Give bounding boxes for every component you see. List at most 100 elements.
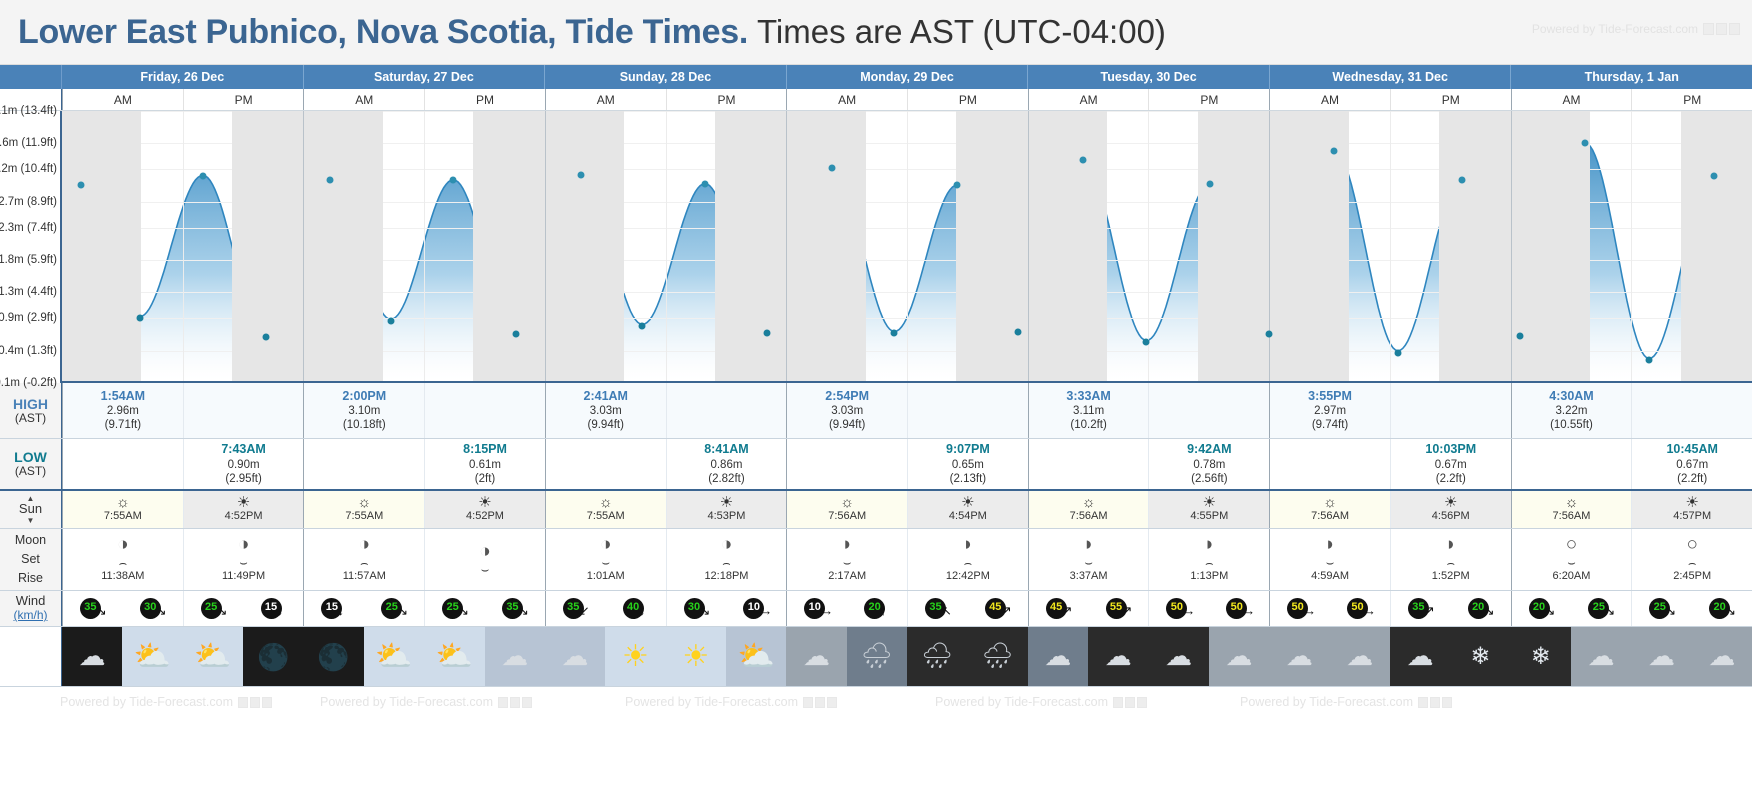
night-band-6 (1680, 111, 1752, 381)
wind-speed-23: 20 (1467, 597, 1489, 619)
low-tide-time-9: 9:42AM (1187, 442, 1232, 457)
moon-icon: 🌑 (257, 641, 290, 672)
wind-badge-5: 25 ↘ (379, 596, 409, 622)
ampm-header-1: PM (182, 89, 304, 110)
y-axis-tick-2: 3.2m (10.4ft) (0, 163, 57, 176)
moonset-icon: ⌢ (360, 555, 369, 571)
tide-extreme-dot-high-16 (1079, 156, 1087, 164)
ampm-header-8: AM (1027, 89, 1149, 110)
moonrise-icon: ⌣ (1567, 555, 1576, 571)
day-header-6: Thursday, 1 Jan (1510, 65, 1752, 89)
moonset-icon: ⌢ (722, 555, 731, 571)
snow-icon: ❄ (1530, 642, 1551, 670)
new-moon-icon: ○ (1686, 534, 1698, 556)
high-tide-cell-8: 3:33AM 3.11m (10.2ft) (1027, 383, 1149, 438)
tide-extreme-dot-high-22 (1458, 176, 1466, 184)
high-tide-metres-2: 3.10m (348, 405, 381, 418)
high-tide-cell-2: 2:00PM 3.10m (10.18ft) (303, 383, 424, 438)
sun-cloud-icon: ⛅ (375, 639, 413, 673)
sun-cell-12: ☼ 7:56AM (1510, 491, 1632, 528)
day-divider-2 (544, 111, 546, 381)
weather-cell-11: ⛅ (725, 627, 787, 686)
tide-extreme-dot-high-12 (828, 164, 836, 172)
wind-speed-18: 50 (1166, 597, 1188, 619)
day-header-row: Friday, 26 Dec Saturday, 27 Dec Sunday, 28… (0, 65, 1752, 89)
last-quarter-moon-icon: ◑ (237, 534, 250, 556)
ampm-header-row: AM PM AM PM AM PM AM PM AM PM AM PM AM PM (0, 89, 1752, 111)
sunset-icon: ☀ (1202, 494, 1217, 512)
wind-unit-link[interactable]: (km/h) (13, 608, 48, 623)
sunset-icon: ☀ (1444, 494, 1458, 512)
wind-speed-20: 50 (1287, 597, 1309, 619)
rain-icon: 🌧 (981, 642, 1014, 670)
tide-extreme-dot-low-17 (1142, 338, 1150, 346)
night-band-1 (473, 111, 625, 381)
day-header-corner (0, 65, 62, 89)
wind-speed-17: 55 (1105, 597, 1127, 619)
high-tide-label: HIGH (AST) (0, 383, 62, 438)
moonset-icon: ⌢ (963, 555, 973, 571)
wind-speed-26: 25 (1649, 597, 1671, 619)
ampm-header-cells: AM PM AM PM AM PM AM PM AM PM AM PM AM PM (62, 89, 1752, 110)
high-tide-time-6: 2:54PM (825, 388, 870, 403)
waning-crescent-moon-icon: ◗ (962, 534, 974, 556)
wind-speed-13: 20 (864, 597, 886, 619)
page-header: Lower East Pubnico, Nova Scotia, Tide Ti… (0, 0, 1752, 65)
wind-direction-arrow-25: ↘ (1604, 602, 1616, 618)
halfday-divider-0 (182, 111, 184, 381)
wind-badge-18: 50 → (1164, 596, 1195, 622)
weather-cell-7: ☁ (484, 627, 545, 686)
weather-cell-8: ☁ (544, 627, 606, 686)
wind-speed-22: 35 (1407, 597, 1429, 619)
wind-direction-arrow-27: ↘ (1725, 602, 1737, 618)
cloud-icon: ☁ (1587, 641, 1615, 671)
wind-direction-arrow-3: ↓ (276, 602, 284, 618)
sunset-arrow-icon: ▼ (26, 515, 35, 525)
wind-direction-arrow-22: ↗ (1423, 602, 1435, 618)
wind-badge-19: 50 → (1224, 596, 1255, 622)
cloud-icon: ☁ (1285, 641, 1313, 671)
ampm-header-4: AM (544, 89, 666, 110)
moon-row-label: Moon Set Rise (0, 529, 62, 590)
cloud-icon: ☁ (1346, 641, 1374, 671)
low-tide-feet-1: (2.95ft) (225, 472, 262, 485)
low-tide-cell-13: 10:45AM 0.67m (2.2ft) (1631, 439, 1752, 489)
wind-speed-3: 15 (260, 597, 282, 619)
wind-badge-14: 35 ↖ (923, 596, 953, 622)
waning-crescent-moon-icon: ◗ (1324, 534, 1336, 556)
high-tide-cell-0: 1:54AM 2.96m (9.71ft) (62, 383, 183, 438)
high-tide-cell-6: 2:54PM 3.03m (9.94ft) (786, 383, 907, 438)
y-axis-tick-4: 2.3m (7.4ft) (0, 221, 57, 234)
wind-cells: 35 ↘ 30 ↘ 25 ↘ 15 ↓ 15 ↓ 25 ↘ 25 ↘ 35 ↘ 35 ↙ 40 ↓ 30 ↘ 10 → 10 → 2… (62, 591, 1752, 626)
wind-direction-arrow-12: → (820, 602, 834, 618)
wind-cell-group-6: 10 → 20 ↑ (786, 591, 907, 626)
wind-speed-27: 20 (1709, 597, 1731, 619)
powered-by-text: Powered by Tide-Forecast.com (1531, 22, 1698, 36)
sun-cloud-icon: ⛅ (737, 639, 775, 673)
wind-direction-arrow-14: ↖ (940, 602, 952, 618)
low-tide-row: LOW (AST) 7:43AM 0.90m (2.95ft) 8:15PM 0.61m… (0, 439, 1752, 491)
wind-badge-21: 50 → (1345, 596, 1376, 622)
wind-cell-group-4: 35 ↙ 40 ↓ (544, 591, 666, 626)
wind-speed-16: 45 (1045, 597, 1067, 619)
footer-credit-4: Powered by Tide-Forecast.com (1240, 695, 1452, 709)
y-axis-tick-0: 4.1m (13.4ft) (0, 105, 57, 117)
cloud-icon: ☁ (501, 641, 529, 671)
moon-time-5: 12:18PM (704, 570, 749, 583)
sun-cell-11: ☀ 4:56PM (1389, 491, 1511, 528)
day-header-0: Friday, 26 Dec (140, 70, 225, 84)
wind-speed-19: 50 (1226, 597, 1248, 619)
tide-extreme-dot-high-26 (1710, 172, 1718, 180)
last-quarter-moon-icon: ◑ (358, 534, 371, 556)
chart-y-axis: 4.1m (13.4ft) 3.6m (11.9ft) 3.2m (10.4ft) 2… (0, 105, 62, 389)
wind-cell-group-1: 25 ↘ 15 ↓ (182, 591, 304, 626)
cloud-icon: ☁ (561, 641, 589, 671)
wind-speed-2: 25 (200, 597, 222, 619)
day-header-cells: Friday, 26 Dec Saturday, 27 Dec Sunday, 28… (62, 65, 1752, 89)
rain-icon: 🌧 (860, 642, 893, 670)
cloud-icon: ☁ (1708, 641, 1736, 671)
low-tide-cell-9: 9:42AM 0.78m (2.56ft) (1148, 439, 1269, 489)
tide-extreme-dot-high-20 (1330, 147, 1338, 155)
wind-speed-11: 10 (743, 597, 765, 619)
low-tide-cell-6 (786, 439, 907, 489)
